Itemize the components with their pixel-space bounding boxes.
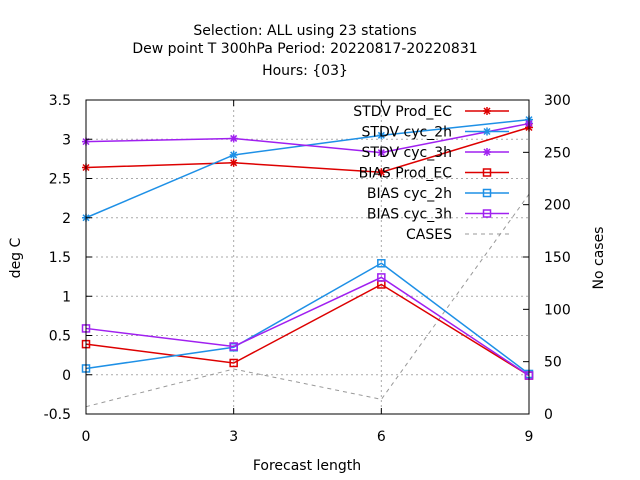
series-line (85, 126, 530, 173)
y-axis-label: deg C (8, 237, 24, 278)
legend-item: BIAS cyc_2h (367, 186, 509, 202)
y2-tick-label: 250 (544, 145, 571, 161)
legend-marker (482, 188, 492, 198)
title-line-2: Dew point T 300hPa Period: 20220817-2022… (132, 41, 477, 57)
axis-ticks: 0 3 6 9 -0.5 0 0.5 1 1.5 2 2.5 3 3.5 0 50 100 150 200 250 3… (44, 93, 571, 445)
y-tick-label: 3.5 (49, 93, 71, 109)
y2-tick-label: 300 (544, 93, 571, 109)
legend-label: STDV Prod_EC (353, 104, 452, 120)
series-stdv-cyc-3h (82, 119, 533, 157)
y-tick-label: 2.5 (49, 172, 71, 188)
chart-title: Selection: ALL using 23 stations Dew poi… (132, 23, 477, 79)
y2-tick-label: 150 (544, 250, 571, 266)
series-line (85, 193, 530, 408)
data-point (377, 131, 386, 140)
y2-tick-label: 100 (544, 302, 571, 318)
series-line (85, 122, 530, 154)
legend-marker (483, 107, 491, 115)
data-point (377, 148, 386, 157)
data-point (377, 273, 386, 282)
y2-tick-label: 50 (544, 355, 562, 371)
y-tick-label: 2 (62, 211, 71, 227)
legend-item: STDV Prod_EC (353, 104, 509, 120)
y2-tick-label: 0 (544, 407, 553, 423)
legend-label: CASES (406, 227, 452, 243)
y-tick-label: 1.5 (49, 250, 71, 266)
series-bias-cyc-3h (81, 273, 534, 380)
legend-label: BIAS cyc_2h (367, 186, 452, 202)
x-tick-label: 9 (525, 429, 534, 445)
series-bias-prod-ec (81, 280, 534, 380)
series-layer (81, 115, 534, 408)
legend-marker (482, 209, 492, 218)
x-tick-label: 3 (229, 429, 238, 445)
series-cases (85, 193, 530, 408)
series-line (85, 118, 530, 219)
title-line-1: Selection: ALL using 23 stations (193, 23, 416, 39)
data-point (229, 342, 238, 351)
legend: STDV Prod_EC STDV cyc_2h STDV cyc_3h BIAS P… (353, 104, 509, 243)
series-line (85, 262, 530, 375)
legend-item: BIAS Prod_EC (359, 166, 509, 182)
legend-item: STDV cyc_2h (362, 125, 509, 141)
data-point (229, 358, 238, 368)
legend-label: STDV cyc_3h (362, 145, 452, 161)
legend-label: BIAS Prod_EC (359, 166, 453, 182)
series-line (85, 283, 530, 377)
y2-tick-label: 200 (544, 198, 571, 214)
legend-label: STDV cyc_2h (362, 125, 452, 141)
x-tick-label: 0 (82, 429, 91, 445)
legend-marker (483, 148, 491, 156)
grid-lines (86, 100, 529, 414)
y-tick-label: 0 (62, 368, 71, 384)
x-axis-label: Forecast length (253, 458, 361, 474)
data-point (377, 168, 386, 177)
legend-marker (482, 168, 492, 177)
legend-item: BIAS cyc_3h (367, 207, 509, 223)
y-tick-label: 0.5 (49, 329, 71, 345)
legend-item: CASES (406, 227, 509, 243)
legend-marker (483, 127, 491, 136)
series-bias-cyc-2h (81, 259, 534, 379)
legend-item: STDV cyc_3h (362, 145, 509, 161)
y-tick-label: 1 (62, 289, 71, 305)
legend-label: BIAS cyc_3h (367, 207, 452, 223)
x-tick-label: 6 (377, 429, 386, 445)
y-tick-label: -0.5 (44, 407, 71, 423)
data-point (229, 158, 238, 167)
title-line-3: Hours: {03} (262, 63, 348, 79)
data-point (229, 134, 238, 143)
y2-axis-label: No cases (591, 227, 607, 290)
series-line (85, 276, 530, 377)
data-point (377, 259, 386, 268)
data-point (229, 150, 238, 159)
y-tick-label: 3 (62, 132, 71, 148)
